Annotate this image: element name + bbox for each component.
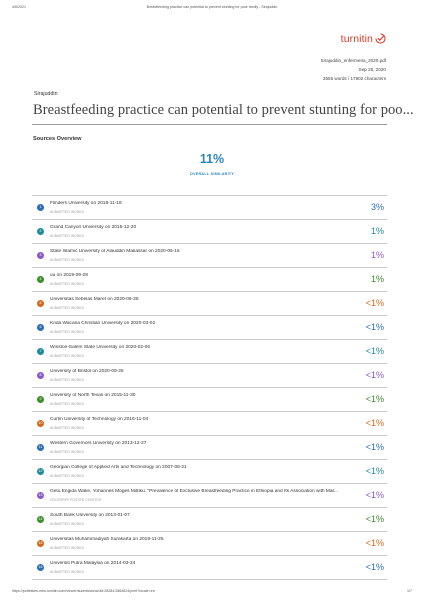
document-title: Breastfeeding practice can potential to … xyxy=(33,102,414,118)
source-percentage: <1% xyxy=(365,562,384,572)
source-number-badge: 16 xyxy=(37,564,44,571)
source-row[interactable]: 15 Universitas Muhammadiyah Surakarta on … xyxy=(32,532,387,556)
source-row[interactable]: 1 Flinders University on 2018-11-18 SUBMIT… xyxy=(32,196,387,220)
source-name[interactable]: South Bank University on 2013-01-07 xyxy=(50,513,130,518)
source-name[interactable]: Winston-Salem State University on 2020-0… xyxy=(50,345,150,350)
source-type: SUBMITTED WORKS xyxy=(50,426,84,430)
source-number-badge: 15 xyxy=(37,540,44,547)
source-name[interactable]: Georgian College of Applied Arts and Tec… xyxy=(50,465,187,470)
source-percentage: <1% xyxy=(365,538,384,548)
source-percentage: <1% xyxy=(365,490,384,500)
source-name[interactable]: State Islamic University of Alauddin Mak… xyxy=(50,249,180,254)
source-number-badge: 5 xyxy=(37,300,44,307)
source-name[interactable]: Flinders University on 2018-11-18 xyxy=(50,201,122,206)
source-name[interactable]: Curtin University of Technology on 2016-… xyxy=(50,417,149,422)
source-percentage: <1% xyxy=(365,442,384,452)
source-name[interactable]: Universitas Muhammadiyah Surakarta on 20… xyxy=(50,537,164,542)
source-number-badge: 11 xyxy=(37,444,44,451)
source-row[interactable]: 11 Western Governors University on 2013-1… xyxy=(32,436,387,460)
source-type: SUBMITTED WORKS xyxy=(50,522,84,526)
source-name[interactable]: Grand Canyon University on 2015-12-20 xyxy=(50,225,137,230)
source-number-badge: 14 xyxy=(37,516,44,523)
source-percentage: <1% xyxy=(365,418,384,428)
source-number-badge: 7 xyxy=(37,348,44,355)
source-row[interactable]: 4 uu on 2019-09-28 SUBMITTED WORKS 1% xyxy=(32,268,387,292)
source-type: SUBMITTED WORKS xyxy=(50,354,84,358)
source-number-badge: 9 xyxy=(37,396,44,403)
source-name[interactable]: Krida Wacana Christian University on 202… xyxy=(50,321,156,326)
source-type: SUBMITTED WORKS xyxy=(50,234,84,238)
source-row[interactable]: 14 South Bank University on 2013-01-07 SUB… xyxy=(32,508,387,532)
source-type: SUBMITTED WORKS xyxy=(50,570,84,574)
title-divider xyxy=(32,124,387,125)
source-number-badge: 8 xyxy=(37,372,44,379)
print-url: https://poltekkes-mks.turnitin.com/viewe… xyxy=(12,589,155,593)
source-row[interactable]: 16 Universiti Putra Malaysia on 2014-03-2… xyxy=(32,556,387,580)
source-number-badge: 13 xyxy=(37,492,44,499)
source-type: SUBMITTED WORKS xyxy=(50,450,84,454)
source-name[interactable]: University of North Texas on 2015-11-30 xyxy=(50,393,136,398)
source-row[interactable]: 13 Getu Engida Wake, Yohannes Moges Mitti… xyxy=(32,484,387,508)
source-name[interactable]: Western Governors University on 2013-12-… xyxy=(50,441,147,446)
source-number-badge: 1 xyxy=(37,204,44,211)
source-percentage: <1% xyxy=(365,346,384,356)
source-row[interactable]: 9 University of North Texas on 2015-11-30… xyxy=(32,388,387,412)
overall-similarity-value: 11% xyxy=(199,152,225,166)
source-type: CROSSREF POSTED CONTENT xyxy=(50,498,102,502)
source-type: SUBMITTED WORKS xyxy=(50,474,84,478)
source-number-badge: 12 xyxy=(37,468,44,475)
source-percentage: 1% xyxy=(370,226,384,236)
source-name[interactable]: Getu Engida Wake, Yohannes Moges Mittiku… xyxy=(50,489,338,494)
source-type: SUBMITTED WORKS xyxy=(50,210,84,214)
source-name[interactable]: Universitas Sebelas Maret on 2020-06-26 xyxy=(50,297,139,302)
source-type: SUBMITTED WORKS xyxy=(50,378,84,382)
source-percentage: <1% xyxy=(365,466,384,476)
sources-overview-heading: Sources Overview xyxy=(33,136,82,142)
source-row[interactable]: 5 Universitas Sebelas Maret on 2020-06-26… xyxy=(32,292,387,316)
source-percentage: 3% xyxy=(370,202,384,212)
source-number-badge: 4 xyxy=(37,276,44,283)
source-type: SUBMITTED WORKS xyxy=(50,282,84,286)
source-row[interactable]: 7 Winston-Salem State University on 2020-… xyxy=(32,340,387,364)
overall-similarity-label: OVERALL SIMILARITY xyxy=(189,172,235,176)
logo-text: turnitin xyxy=(340,32,373,45)
source-number-badge: 6 xyxy=(37,324,44,331)
meta-date: Sep 25, 2020 xyxy=(358,67,386,72)
source-number-badge: 2 xyxy=(37,228,44,235)
source-row[interactable]: 8 University of Bristol on 2020-09-26 SUBM… xyxy=(32,364,387,388)
source-type: SUBMITTED WORKS xyxy=(50,258,84,262)
print-title: Breastfeeding practice can potential to … xyxy=(146,5,278,9)
turnitin-logo: turnitin xyxy=(341,32,387,45)
source-number-badge: 10 xyxy=(37,420,44,427)
meta-filename: Sirajuddin_enfermeria_2020.pdf xyxy=(320,58,386,63)
meta-counts: 3555 words / 17802 characters xyxy=(322,76,386,81)
source-type: SUBMITTED WORKS xyxy=(50,330,84,334)
source-name[interactable]: Universiti Putra Malaysia on 2014-03-24 xyxy=(50,561,136,566)
source-row[interactable]: 3 State Islamic University of Alauddin Ma… xyxy=(32,244,387,268)
source-row[interactable]: 2 Grand Canyon University on 2015-12-20 SU… xyxy=(32,220,387,244)
print-date: 4/6/2021 xyxy=(12,5,26,9)
source-name[interactable]: University of Bristol on 2020-09-26 xyxy=(50,369,124,374)
document-meta: Sirajuddin_enfermeria_2020.pdf Sep 25, 2… xyxy=(321,56,386,83)
source-name[interactable]: uu on 2019-09-28 xyxy=(50,273,88,278)
source-type: SUBMITTED WORKS xyxy=(50,546,84,550)
source-percentage: <1% xyxy=(365,322,384,332)
sources-list: 1 Flinders University on 2018-11-18 SUBMIT… xyxy=(32,195,387,580)
turnitin-mark-icon xyxy=(375,33,386,44)
source-number-badge: 3 xyxy=(37,252,44,259)
source-percentage: <1% xyxy=(365,394,384,404)
source-percentage: <1% xyxy=(365,370,384,380)
source-row[interactable]: 12 Georgian College of Applied Arts and T… xyxy=(32,460,387,484)
source-row[interactable]: 6 Krida Wacana Christian University on 20… xyxy=(32,316,387,340)
source-percentage: 1% xyxy=(370,250,384,260)
source-percentage: <1% xyxy=(365,298,384,308)
source-row[interactable]: 10 Curtin University of Technology on 201… xyxy=(32,412,387,436)
print-page-number: 1/7 xyxy=(407,589,412,593)
author-name: Sirajuddin xyxy=(34,91,58,97)
source-percentage: <1% xyxy=(365,514,384,524)
source-type: SUBMITTED WORKS xyxy=(50,402,84,406)
source-percentage: 1% xyxy=(370,274,384,284)
source-type: SUBMITTED WORKS xyxy=(50,306,84,310)
